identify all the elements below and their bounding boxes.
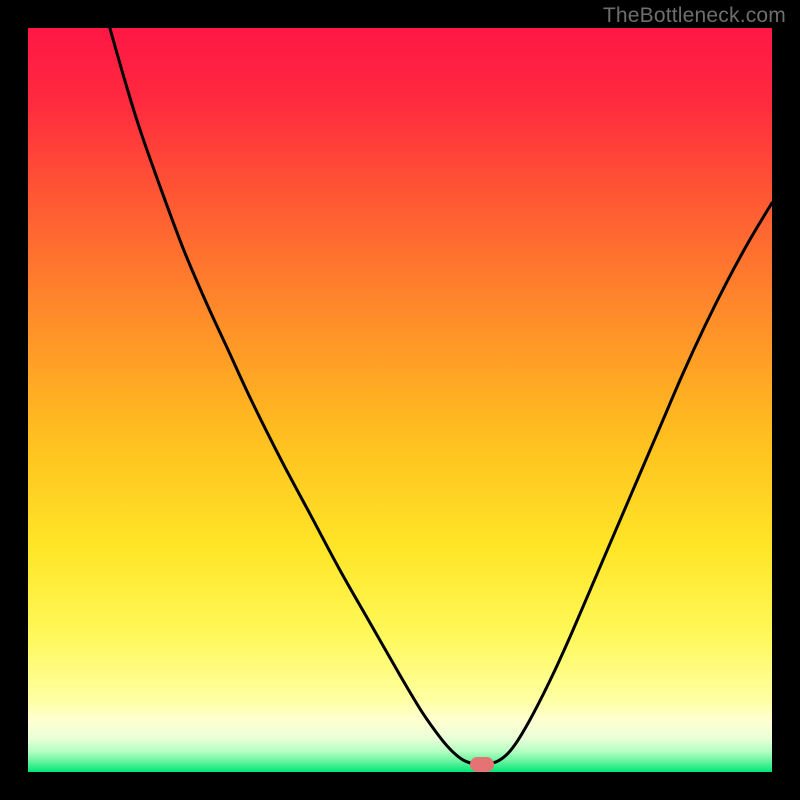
plot-area — [28, 28, 772, 772]
chart-frame: TheBottleneck.com — [0, 0, 800, 800]
watermark-text: TheBottleneck.com — [603, 4, 786, 28]
gradient-background — [28, 28, 772, 772]
optimum-marker — [470, 757, 494, 771]
